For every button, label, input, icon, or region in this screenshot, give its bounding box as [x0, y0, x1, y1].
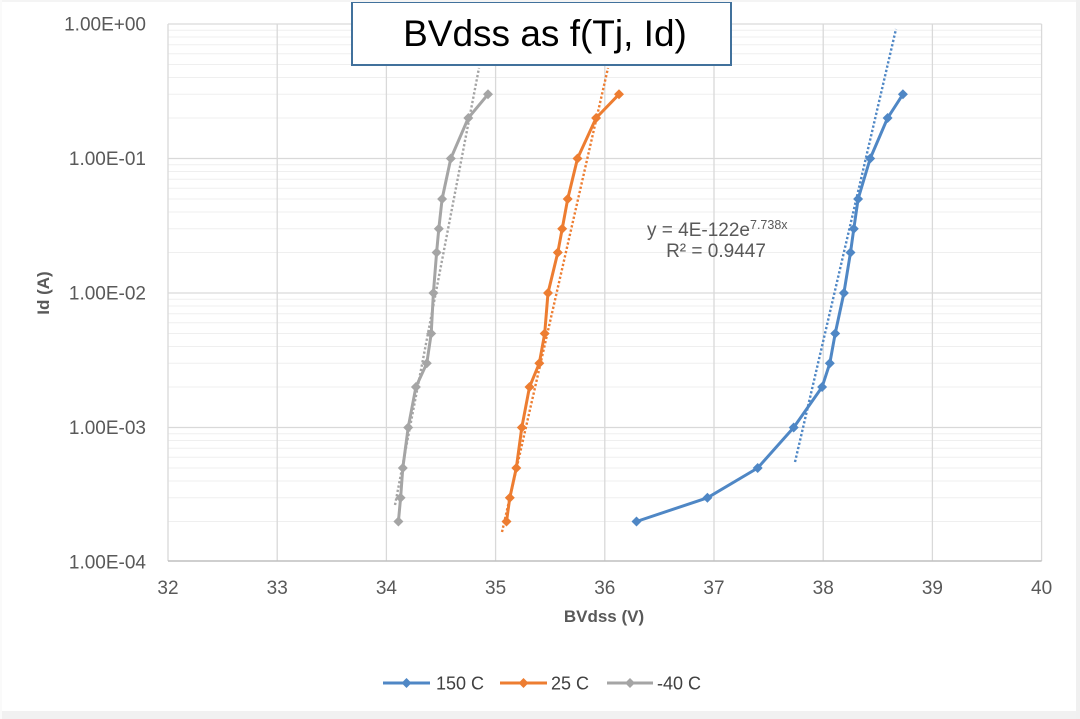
svg-text:1.00E-02: 1.00E-02 — [69, 284, 146, 305]
svg-text:38: 38 — [813, 578, 834, 599]
svg-text:39: 39 — [922, 578, 943, 599]
svg-text:36: 36 — [594, 578, 615, 599]
svg-text:150 C: 150 C — [436, 674, 484, 694]
svg-text:34: 34 — [376, 578, 398, 599]
svg-text:R² = 0.9447: R² = 0.9447 — [666, 241, 766, 262]
svg-text:25 C: 25 C — [551, 674, 589, 694]
svg-text:37: 37 — [703, 578, 724, 599]
svg-text:1.00E-04: 1.00E-04 — [69, 553, 147, 574]
svg-text:33: 33 — [267, 578, 288, 599]
svg-text:Id (A): Id (A) — [34, 271, 53, 314]
svg-text:-40 C: -40 C — [657, 674, 701, 694]
svg-text:1.00E-03: 1.00E-03 — [69, 418, 146, 439]
svg-text:35: 35 — [485, 578, 506, 599]
svg-text:BVdss (V): BVdss (V) — [564, 607, 644, 626]
svg-text:1.00E+00: 1.00E+00 — [64, 15, 146, 36]
svg-text:32: 32 — [157, 578, 178, 599]
svg-text:BVdss as f(Tj, Id): BVdss as f(Tj, Id) — [403, 13, 687, 54]
svg-text:1.00E-01: 1.00E-01 — [69, 149, 146, 170]
svg-text:40: 40 — [1031, 578, 1052, 599]
